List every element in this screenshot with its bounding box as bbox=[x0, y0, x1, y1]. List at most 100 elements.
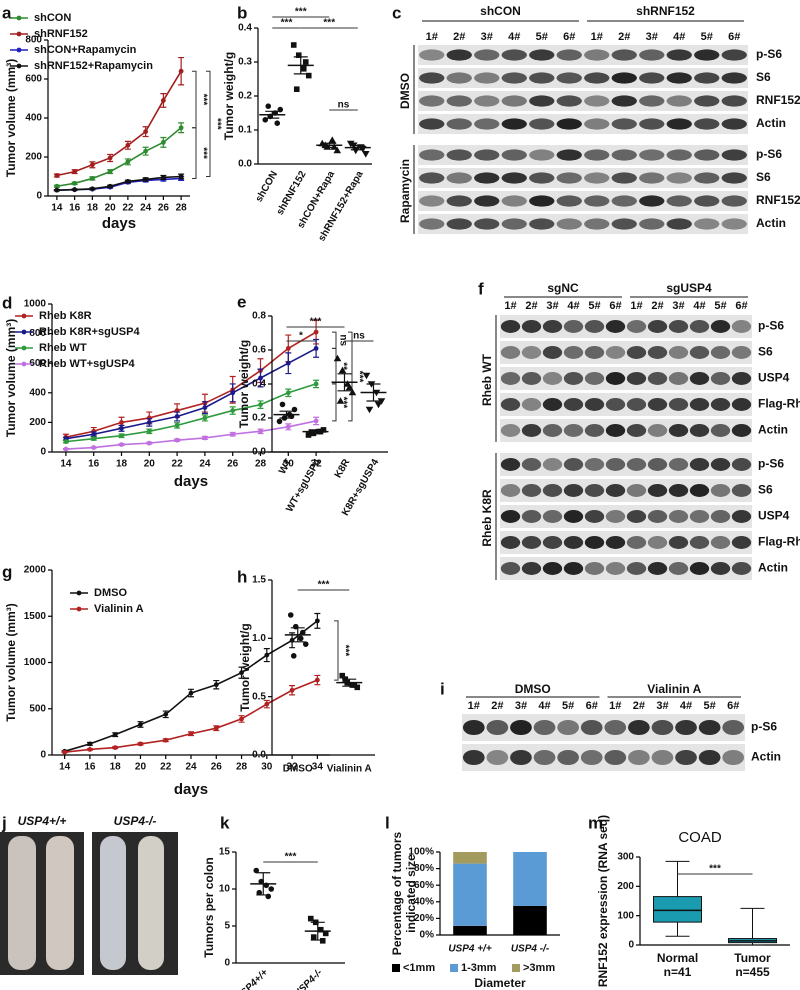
x-tick-label: Tumor bbox=[734, 951, 771, 965]
significance: *** bbox=[211, 118, 222, 130]
point bbox=[333, 146, 342, 154]
box bbox=[653, 896, 702, 923]
lane-label: 5# bbox=[562, 700, 574, 712]
blot-band bbox=[689, 424, 710, 437]
blot-band bbox=[710, 346, 731, 359]
panel-letter: h bbox=[237, 567, 247, 586]
blot-band bbox=[611, 49, 637, 61]
marker bbox=[119, 433, 124, 439]
x-tick-label: K8R bbox=[333, 457, 353, 480]
x-tick-label: 20 bbox=[105, 203, 117, 214]
blot-band bbox=[584, 72, 610, 84]
point bbox=[268, 886, 275, 892]
blot-band bbox=[500, 562, 521, 575]
blot-band bbox=[626, 458, 647, 471]
blot-band bbox=[668, 510, 689, 523]
blot-band bbox=[521, 398, 542, 411]
marker bbox=[313, 346, 319, 351]
blot-band bbox=[533, 719, 556, 736]
x-tick-label: USP4 -/- bbox=[511, 944, 550, 955]
blot-strip bbox=[462, 744, 745, 771]
blot-band bbox=[647, 372, 668, 385]
x-axis-label: days bbox=[174, 473, 208, 490]
blot-band bbox=[668, 536, 689, 549]
marker bbox=[87, 741, 93, 747]
blot-band bbox=[647, 320, 668, 333]
lane-label: 2# bbox=[633, 700, 645, 712]
panel-letter: c bbox=[392, 3, 401, 22]
blot-strip bbox=[418, 214, 748, 234]
x-tick-label: n=41 bbox=[664, 965, 692, 979]
group-label: Vialinin A bbox=[647, 682, 701, 696]
blot-band bbox=[604, 749, 627, 766]
blot-band bbox=[521, 458, 542, 471]
blot-band bbox=[556, 172, 582, 184]
marker bbox=[91, 431, 97, 437]
marker bbox=[178, 174, 184, 179]
y-tick-label: 0.6 bbox=[252, 345, 266, 356]
marker bbox=[213, 725, 219, 731]
blot-band bbox=[584, 484, 605, 497]
blot-band bbox=[584, 562, 605, 575]
legend-swatch bbox=[450, 964, 458, 972]
y-tick-label: 200 bbox=[617, 881, 634, 892]
y-axis-label: Percentage of tumors bbox=[390, 831, 404, 955]
blot-band bbox=[584, 424, 605, 437]
point bbox=[265, 103, 272, 110]
error-bar bbox=[290, 627, 305, 643]
blot-band bbox=[721, 195, 747, 207]
x-tick-label: 30 bbox=[283, 459, 295, 470]
x-tick-label: 14 bbox=[51, 203, 63, 214]
marker bbox=[143, 177, 149, 182]
x-tick-label: USP4+/+ bbox=[234, 967, 271, 990]
row-label: Actin bbox=[758, 561, 788, 575]
marker bbox=[285, 390, 291, 396]
blot-band bbox=[542, 510, 563, 523]
blot-band bbox=[666, 118, 692, 130]
y-tick-label: 800 bbox=[29, 328, 46, 339]
group-label: sgNC bbox=[547, 281, 579, 295]
x-tick-label: 16 bbox=[69, 203, 81, 214]
blot-band bbox=[721, 149, 747, 161]
blot-band bbox=[721, 49, 747, 61]
marker bbox=[188, 690, 194, 696]
lane-label: 1# bbox=[426, 31, 438, 43]
blot-band bbox=[563, 398, 584, 411]
blot-band bbox=[626, 346, 647, 359]
point bbox=[362, 372, 371, 380]
blot-band bbox=[694, 218, 720, 230]
blot-band bbox=[668, 562, 689, 575]
blot-band bbox=[521, 424, 542, 437]
blot-band bbox=[446, 72, 472, 84]
blot-band bbox=[731, 372, 752, 385]
blot-band bbox=[500, 424, 521, 437]
row-label: Flag-Rheb bbox=[758, 397, 800, 411]
blot-band bbox=[584, 320, 605, 333]
y-axis-label: Tumors per colon bbox=[202, 857, 216, 957]
blot-band bbox=[529, 49, 555, 61]
y-tick-label: 0 bbox=[36, 191, 42, 202]
blot-band bbox=[533, 749, 556, 766]
blot-band bbox=[563, 320, 584, 333]
blot-band bbox=[694, 95, 720, 107]
legend-label: DMSO bbox=[94, 587, 127, 599]
x-tick-label: Vialinin A bbox=[327, 764, 372, 775]
y-axis-label: Tumor volume (mm³) bbox=[4, 59, 18, 177]
significance: *** bbox=[318, 580, 330, 591]
blot-band bbox=[474, 218, 500, 230]
colon bbox=[46, 836, 74, 970]
blot-band bbox=[689, 320, 710, 333]
blot-band bbox=[694, 172, 720, 184]
blot-band bbox=[689, 536, 710, 549]
legend-marker bbox=[21, 345, 27, 351]
significance: *** bbox=[709, 864, 721, 875]
point bbox=[274, 120, 281, 126]
x-tick-label: 22 bbox=[172, 459, 184, 470]
marker bbox=[63, 446, 69, 452]
y-tick-label: 0 bbox=[224, 958, 230, 969]
blot-strip bbox=[418, 68, 748, 88]
series-line bbox=[65, 383, 317, 443]
blot-band bbox=[639, 172, 665, 184]
y-axis-label: Tumor volume (mm³) bbox=[4, 319, 18, 437]
